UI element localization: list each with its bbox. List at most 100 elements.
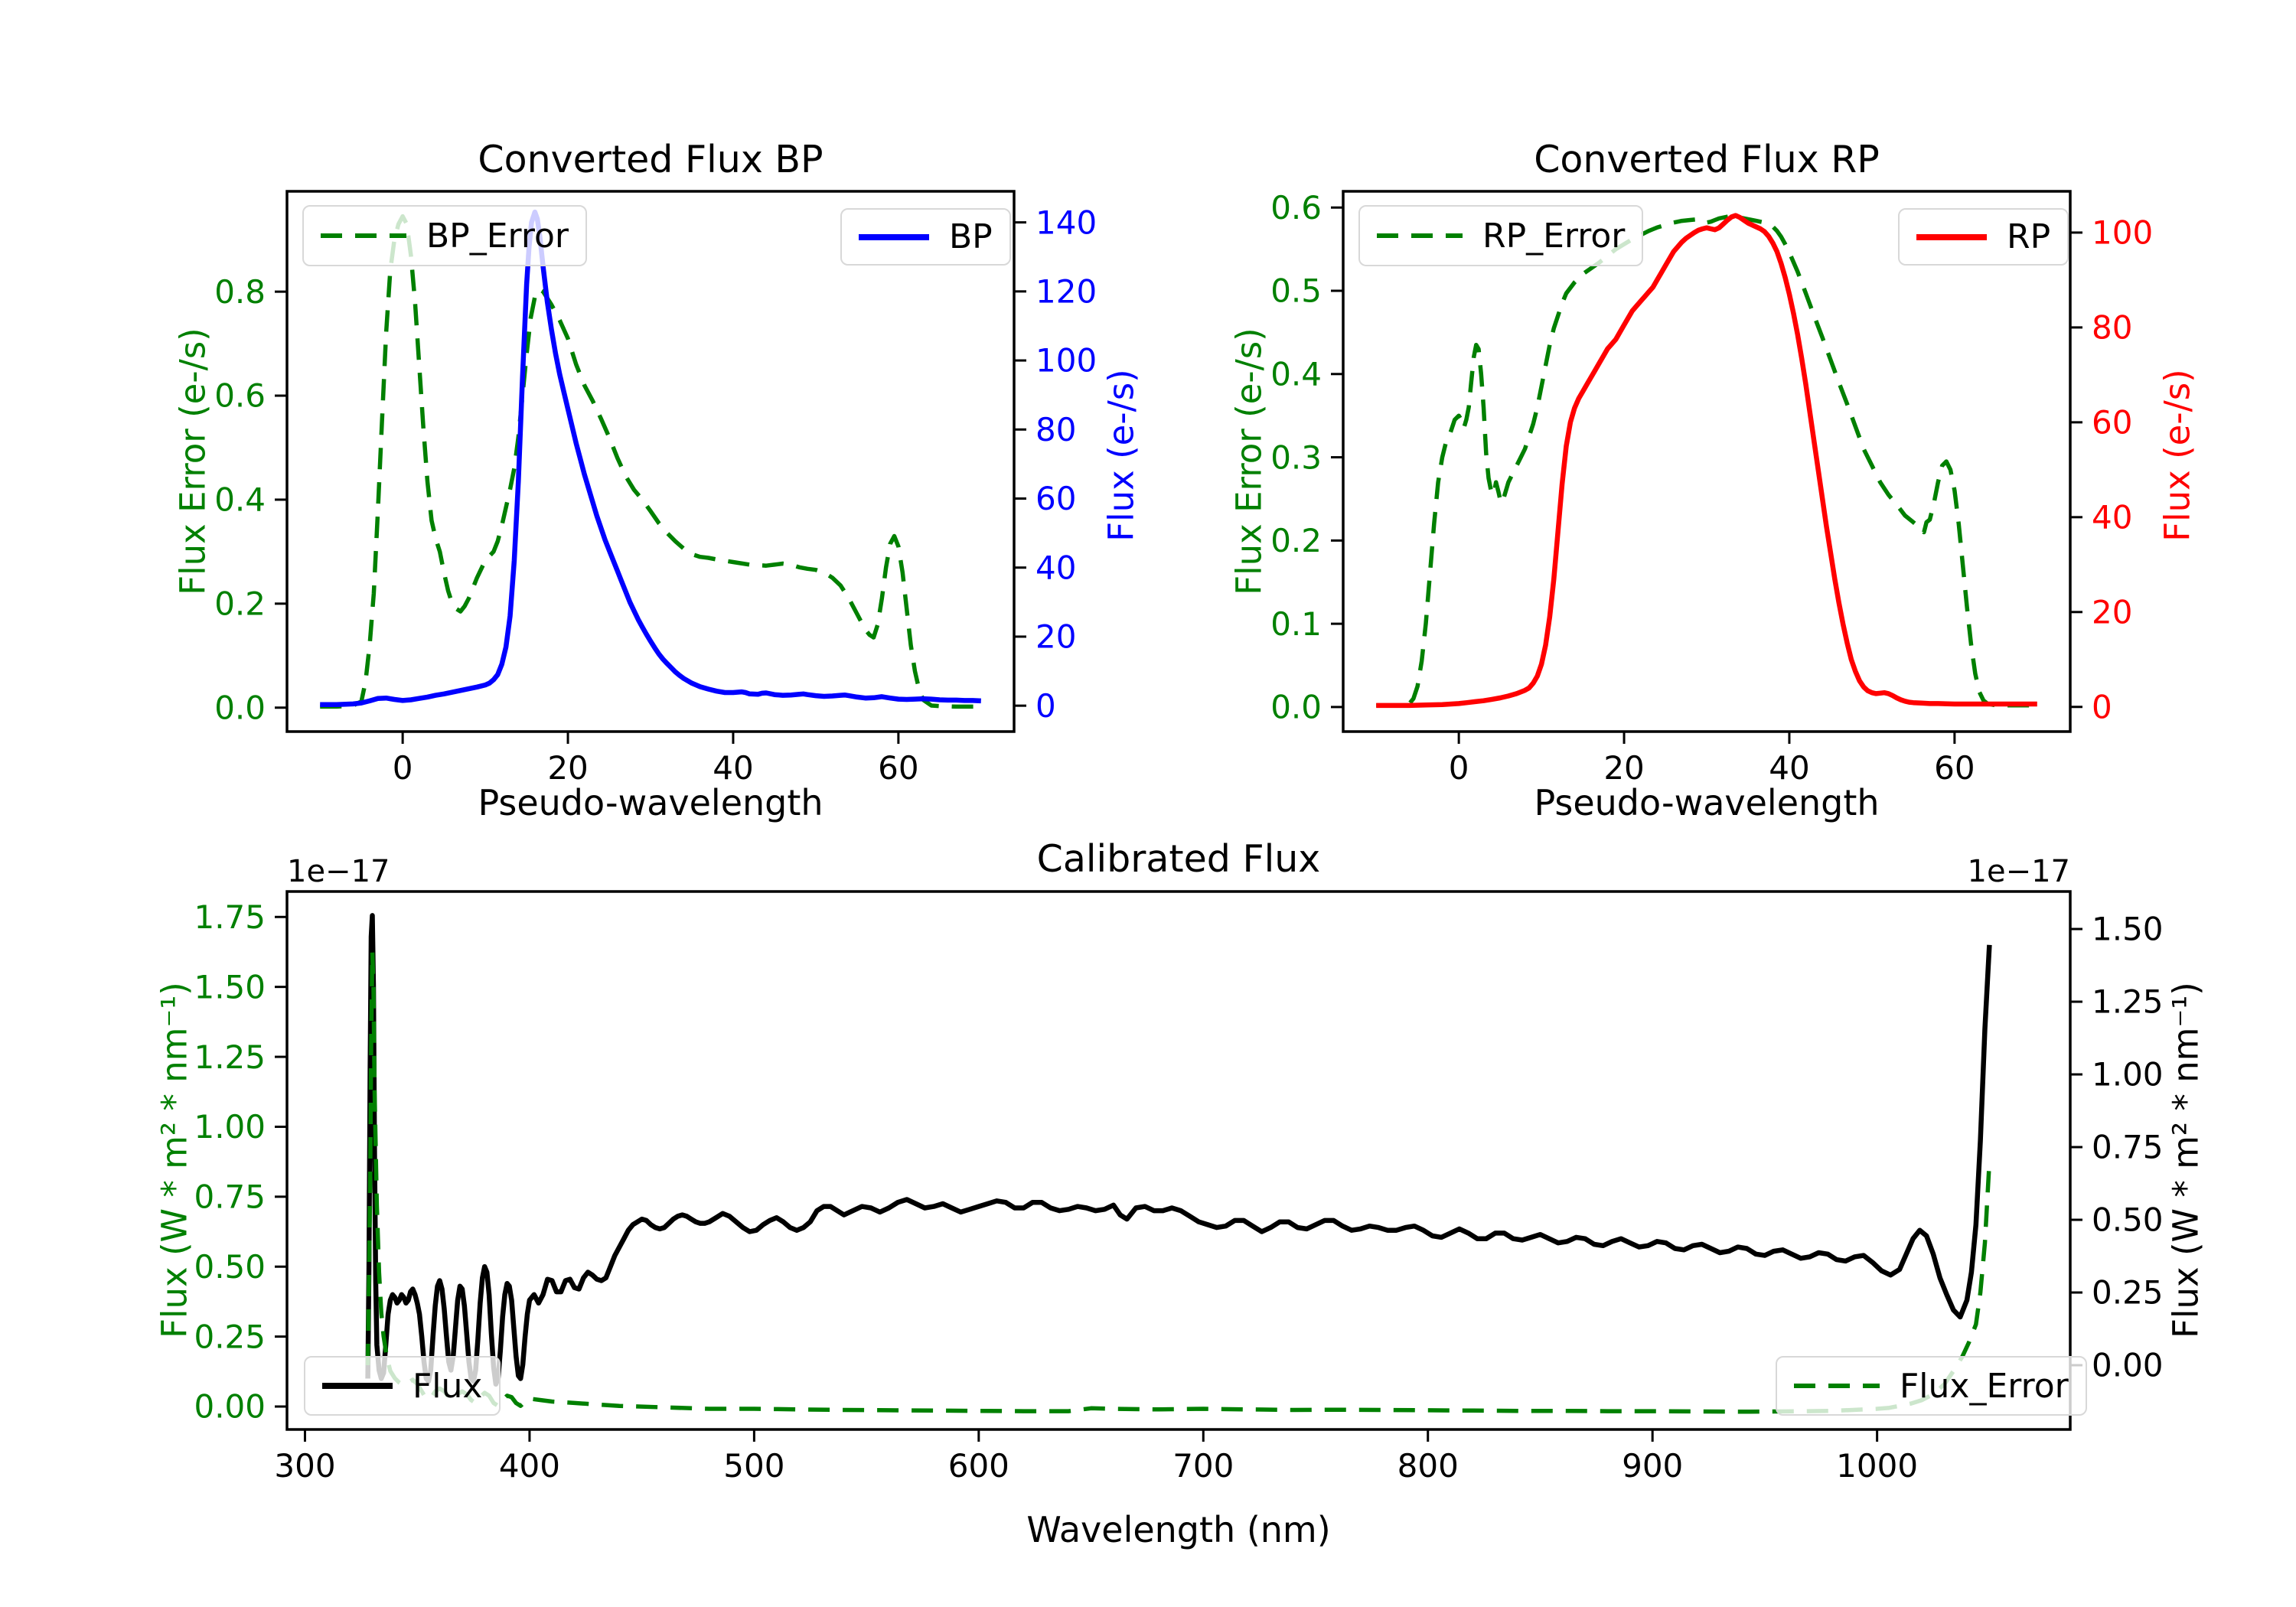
rp-legend-label: RP [2007, 217, 2051, 256]
cal-y-left-tick-label: 1.25 [194, 1038, 266, 1076]
flux-legend-line-icon [322, 1383, 393, 1389]
legend-rp-error: RP_Error [1358, 205, 1644, 266]
cal-x-tick-label: 400 [499, 1447, 560, 1485]
cal-title: Calibrated Flux [1036, 837, 1321, 881]
cal-x-tick-label: 1000 [1836, 1447, 1918, 1485]
flux-error-legend-line-icon [1794, 1384, 1880, 1388]
rp-y-right-tick-label: 20 [2092, 593, 2132, 631]
cal-y-left-tick-label: 0.75 [194, 1178, 266, 1216]
rp-y-left-tick-label: 0.0 [1270, 689, 1322, 726]
bp-series-bp_error [320, 214, 981, 709]
cal-ylabel-right: Flux (W * m² * nm⁻¹) [2165, 982, 2206, 1338]
cal-y-left-tick-label: 0.50 [194, 1248, 266, 1286]
bp-legend-label: BP [949, 217, 993, 256]
bp-y-right-tick-label: 60 [1035, 480, 1076, 517]
bp-error-legend-line-icon [321, 233, 406, 238]
cal-y-right-tick-label: 1.25 [2092, 983, 2164, 1021]
bp-x-tick-label: 0 [393, 749, 413, 787]
rp-error-legend-label: RP_Error [1482, 216, 1626, 256]
cal-xlabel: Wavelength (nm) [1026, 1509, 1331, 1550]
rp-y-left-tick-label: 0.6 [1270, 189, 1322, 227]
flux-error-legend-label: Flux_Error [1900, 1366, 2069, 1406]
rp-y-right-tick-label: 40 [2092, 499, 2132, 536]
legend-flux: Flux [304, 1356, 501, 1416]
cal-ylabel-left: Flux (W * m² * nm⁻¹) [154, 982, 195, 1338]
cal-y-right-tick-label: 0.50 [2092, 1201, 2164, 1239]
rp-x-tick-label: 0 [1449, 749, 1469, 787]
rp-y-right-tick-label: 0 [2092, 688, 2112, 725]
cal-y-left-tick-label: 0.25 [194, 1318, 266, 1355]
bp-legend-line-icon [859, 233, 929, 240]
bp-y-right-tick-label: 80 [1035, 411, 1076, 448]
cal-axes-frame [285, 890, 2072, 1431]
bp-x-tick-label: 20 [547, 749, 588, 787]
cal-series-flux [365, 913, 1992, 1387]
rp-axes-frame [1342, 190, 2072, 733]
rp-legend-line-icon [1916, 233, 1987, 240]
bp-y-left-tick-label: 0.2 [214, 585, 266, 623]
legend-flux-error: Flux_Error [1776, 1356, 2087, 1416]
cal-series-flux_error [365, 950, 1992, 1414]
bp-y-right-tick-label: 20 [1035, 618, 1076, 656]
legend-rp: RP [1898, 208, 2069, 266]
cal-offset-right: 1e−17 [1967, 854, 2070, 889]
bp-axes-frame [285, 190, 1016, 733]
bp-error-legend-label: BP_Error [426, 216, 569, 256]
cal-y-right-tick-label: 0.25 [2092, 1274, 2164, 1312]
rp-ylabel-right: Flux (e-/s) [2157, 369, 2198, 542]
rp-y-left-tick-label: 0.2 [1270, 522, 1322, 559]
cal-y-left-tick-label: 0.00 [194, 1388, 266, 1426]
bp-y-right-tick-label: 120 [1035, 273, 1097, 311]
rp-series-rp_error [1376, 214, 2037, 708]
rp-y-right-tick-label: 100 [2092, 214, 2153, 252]
rp-y-left-tick-label: 0.5 [1270, 272, 1322, 310]
bp-series-bp [320, 209, 981, 708]
legend-bp-error: BP_Error [302, 205, 587, 266]
bp-y-right-tick-label: 140 [1035, 204, 1097, 241]
cal-x-tick-label: 500 [723, 1447, 784, 1485]
bp-y-left-tick-label: 0.8 [214, 273, 266, 311]
rp-ylabel-left: Flux Error (e-/s) [1228, 328, 1270, 595]
bp-y-right-tick-label: 0 [1035, 687, 1056, 725]
rp-y-left-tick-label: 0.3 [1270, 438, 1322, 476]
cal-x-tick-label: 900 [1622, 1447, 1683, 1485]
bp-y-left-tick-label: 0.4 [214, 481, 266, 519]
cal-y-left-tick-label: 1.00 [194, 1108, 266, 1146]
bp-y-left-tick-label: 0.0 [214, 689, 266, 726]
flux-legend-label: Flux [413, 1366, 483, 1406]
cal-y-right-tick-label: 0.00 [2092, 1347, 2164, 1384]
rp-series-rp [1376, 213, 2037, 709]
rp-xlabel: Pseudo-wavelength [1534, 782, 1880, 823]
rp-y-left-tick-label: 0.4 [1270, 355, 1322, 393]
bp-x-tick-label: 40 [713, 749, 753, 787]
bp-ylabel-left: Flux Error (e-/s) [172, 328, 214, 595]
rp-x-tick-label: 20 [1603, 749, 1644, 787]
bp-x-tick-label: 60 [878, 749, 918, 787]
bp-y-right-tick-label: 100 [1035, 342, 1097, 380]
rp-y-left-tick-label: 0.1 [1270, 605, 1322, 643]
cal-y-right-tick-label: 0.75 [2092, 1129, 2164, 1166]
cal-x-tick-label: 300 [274, 1447, 335, 1485]
rp-y-right-tick-label: 80 [2092, 309, 2132, 347]
legend-bp: BP [840, 208, 1011, 266]
rp-x-tick-label: 60 [1934, 749, 1975, 787]
rp-error-legend-line-icon [1377, 233, 1463, 238]
bp-ylabel-right: Flux (e-/s) [1101, 369, 1142, 542]
rp-title: Converted Flux RP [1534, 138, 1880, 181]
cal-x-tick-label: 600 [948, 1447, 1009, 1485]
bp-y-right-tick-label: 40 [1035, 549, 1076, 586]
cal-x-tick-label: 800 [1397, 1447, 1459, 1485]
bp-y-left-tick-label: 0.6 [214, 377, 266, 415]
cal-y-left-tick-label: 1.75 [194, 898, 266, 936]
cal-x-tick-label: 700 [1172, 1447, 1234, 1485]
cal-offset-left: 1e−17 [287, 854, 390, 889]
bp-title: Converted Flux BP [478, 138, 823, 181]
rp-x-tick-label: 40 [1769, 749, 1809, 787]
cal-y-left-tick-label: 1.50 [194, 968, 266, 1006]
bp-xlabel: Pseudo-wavelength [478, 782, 823, 823]
cal-y-right-tick-label: 1.00 [2092, 1056, 2164, 1094]
rp-y-right-tick-label: 60 [2092, 404, 2132, 442]
cal-y-right-tick-label: 1.50 [2092, 911, 2164, 948]
